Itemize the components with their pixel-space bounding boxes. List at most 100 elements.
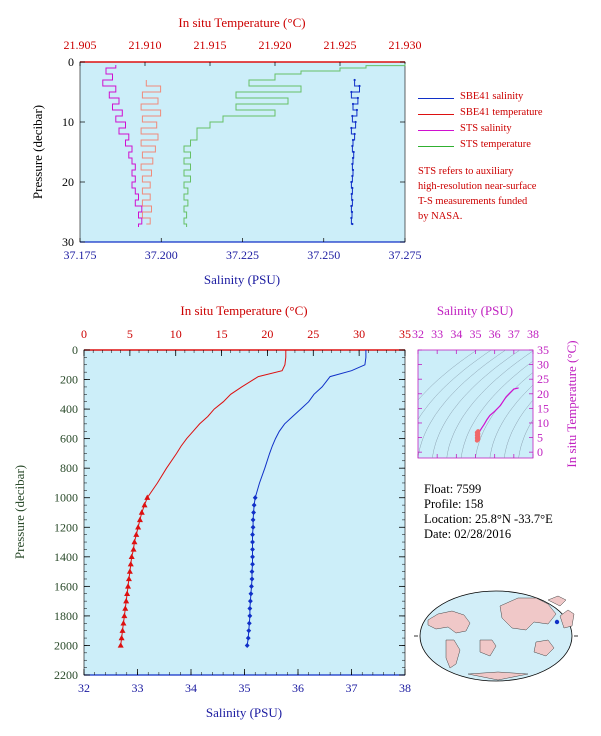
profile-date: Date: 02/28/2016: [424, 527, 512, 541]
ts-temperature-axis-title: In situ Temperature (°C): [564, 340, 579, 467]
top-series-line: [140, 80, 162, 225]
pressure-tick-label: 0: [68, 55, 74, 69]
pressure-tick-label: 1400: [54, 550, 78, 564]
salinity-point: [247, 598, 253, 604]
pressure-tick-label: 30: [62, 235, 74, 249]
ts-salinity-axis-title: Salinity (PSU): [437, 303, 513, 318]
bottom-pressure-axis-title: Pressure (decibar): [12, 465, 27, 559]
salinity-tick-label: 37.200: [145, 248, 178, 262]
pressure-tick-label: 0: [72, 343, 78, 357]
temperature-point: [131, 538, 138, 545]
density-contour: [446, 350, 533, 458]
ts-salinity-tick-label: 33: [431, 327, 443, 341]
salinity-point: [245, 635, 251, 641]
map-ocean: [419, 590, 573, 682]
density-contour: [518, 419, 533, 458]
pressure-tick-label: 2000: [54, 638, 78, 652]
temperature-tick-label: 21.920: [259, 38, 292, 52]
legend-label: SBE41 salinity: [460, 91, 524, 102]
top-salinity-point: [356, 96, 359, 100]
salinity-tick-label: 35: [239, 681, 251, 695]
float-location-marker: [554, 619, 560, 625]
legend-label: STS salinity: [460, 123, 512, 134]
top-salinity-point: [351, 198, 354, 202]
top-series-line: [102, 65, 143, 227]
map-landmass: [427, 595, 575, 681]
top-salinity-point: [353, 132, 356, 136]
pressure-tick-label: 1000: [54, 491, 78, 505]
temperature-point: [141, 501, 148, 508]
legend-item-sbe41-temperature: SBE41 temperature: [418, 107, 543, 123]
top-salinity-point: [350, 216, 353, 220]
temperature-point: [128, 553, 135, 560]
top-salinity-point: [353, 78, 356, 82]
density-contour: [460, 360, 533, 458]
float-number: Float: 7599: [424, 482, 482, 496]
salinity-point: [251, 509, 256, 516]
salinity-point: [246, 620, 252, 626]
top-salinity-point: [354, 120, 357, 124]
salinity-tick-label: 36: [292, 681, 304, 695]
ts-series: [474, 387, 519, 443]
salinity-point: [244, 642, 250, 649]
top-salinity-axis-title: Salinity (PSU): [204, 272, 280, 287]
pressure-tick-label: 1600: [54, 579, 78, 593]
legend-item-sbe41-salinity: SBE41 salinity: [418, 91, 543, 107]
ts-temperature-tick-label: 10: [537, 416, 549, 430]
ts-salinity-tick-label: 38: [527, 327, 539, 341]
top-salinity-point: [358, 84, 361, 88]
temperature-tick-label: 10: [170, 327, 182, 341]
temperature-point: [125, 583, 132, 589]
float-info: Float: 7599 Profile: 158 Location: 25.8°…: [424, 482, 553, 542]
pressure-tick-label: 200: [60, 373, 78, 387]
pressure-tick-label: 400: [60, 402, 78, 416]
top-salinity-point: [351, 222, 354, 226]
legend-swatch: [418, 130, 454, 131]
bottom-axes: 32 33 34 35 36 37 38 0 5 10 15 20 25 30 35 0 200 400 600 80…: [54, 327, 411, 695]
ts-temperature-tick-label: 5: [537, 431, 543, 445]
float-location: Location: 25.8°N -33.7°E: [424, 512, 553, 526]
top-salinity-point: [351, 162, 354, 166]
temperature-point: [130, 546, 137, 552]
temperature-point: [123, 597, 130, 604]
salinity-point: [250, 561, 255, 567]
temperature-point: [120, 620, 127, 626]
top-salinity-point: [350, 204, 353, 208]
salinity-point: [250, 546, 255, 553]
sts-note: STS refers to auxiliary high-resolution …: [418, 166, 537, 222]
temperature-tick-label: 25: [307, 327, 319, 341]
temperature-tick-label: 5: [127, 327, 133, 341]
ts-salinity-tick-label: 34: [450, 327, 462, 341]
legend-swatch: [418, 98, 454, 99]
salinity-point: [247, 613, 253, 619]
temperature-point: [118, 634, 125, 641]
top-salinity-point: [351, 138, 355, 142]
salinity-point: [246, 628, 252, 634]
top-salinity-point: [351, 102, 355, 106]
temperature-tick-label: 21.910: [129, 38, 162, 52]
temperature-point: [135, 524, 142, 530]
pressure-tick-label: 1200: [54, 520, 78, 534]
top-salinity-point: [351, 168, 355, 172]
temperature-point: [133, 531, 140, 537]
ts-temperature-tick-label: 15: [537, 401, 549, 415]
ts-temperature-tick-label: 20: [537, 387, 549, 401]
salinity-tick-label: 37.250: [307, 248, 340, 262]
temperature-point: [136, 516, 143, 523]
pressure-tick-label: 20: [62, 175, 74, 189]
top-salinity-point: [351, 186, 354, 190]
density-contour: [432, 350, 521, 458]
top-salinity-point: [351, 114, 354, 118]
top-salinity-point: [350, 126, 353, 130]
top-salinity-point: [352, 150, 355, 154]
top-series-line: [183, 63, 406, 227]
bottom-series: [117, 350, 367, 649]
top-series: [102, 63, 406, 227]
temperature-point: [117, 642, 124, 648]
salinity-point: [248, 591, 254, 597]
salinity-point: [247, 605, 253, 612]
salinity-point: [249, 568, 255, 575]
